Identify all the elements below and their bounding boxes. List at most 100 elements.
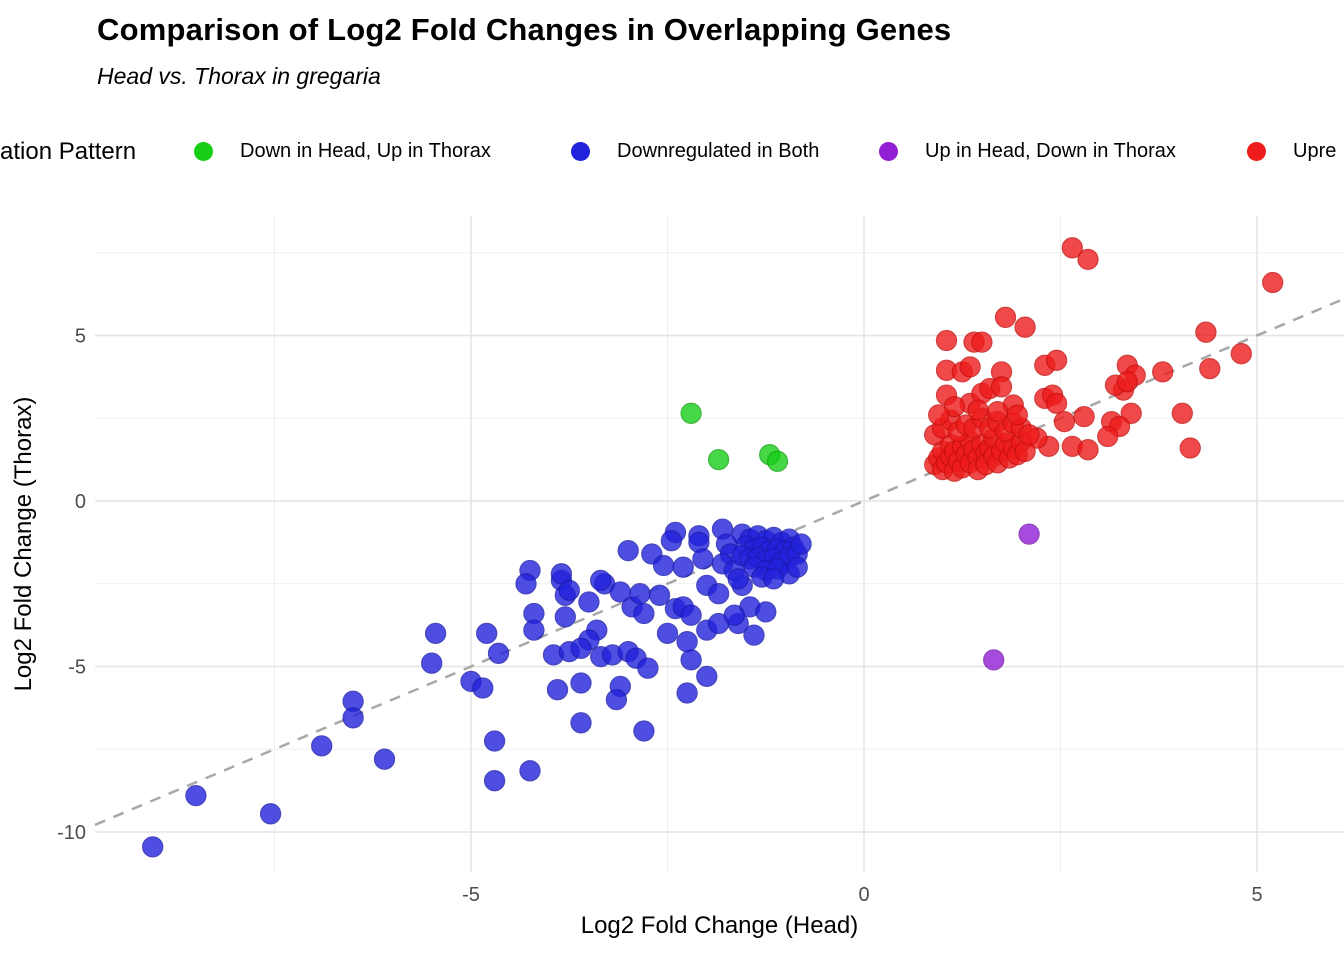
scatter-point: [1018, 523, 1040, 545]
scatter-point: [1053, 410, 1076, 433]
scatter-point: [652, 554, 675, 577]
scatter-point: [483, 770, 506, 792]
scatter-point: [554, 606, 576, 628]
legend-item-label: Downregulated in Both: [617, 140, 820, 162]
legend-swatch-icon: [1247, 142, 1266, 161]
scatter-point: [971, 331, 993, 353]
scatter-point: [1018, 424, 1040, 446]
scatter-point: [483, 730, 506, 752]
scatter-point: [609, 581, 631, 603]
scatter-point: [680, 402, 702, 424]
scatter-point: [660, 530, 683, 552]
scatter-point: [762, 568, 785, 590]
x-axis-title: Log2 Fold Change (Head): [580, 912, 859, 939]
scatter-point: [570, 712, 592, 734]
scatter-point: [1006, 404, 1028, 426]
legend-swatch-icon: [879, 142, 898, 161]
scatter-point: [558, 579, 580, 602]
tick-label: -5: [68, 657, 86, 679]
scatter-point: [935, 329, 958, 352]
scatter-point: [1152, 361, 1174, 383]
legend-item-label: Upre: [1293, 140, 1337, 162]
scatter-point: [1195, 321, 1217, 343]
scatter-point: [311, 735, 333, 757]
scatter-point: [928, 404, 950, 426]
tick-label: -10: [57, 822, 86, 844]
scatter-point: [1014, 316, 1036, 338]
scatter-point: [676, 631, 698, 653]
scatter-point: [1077, 248, 1099, 271]
scatter-point: [1045, 349, 1068, 371]
scatter-point: [1077, 439, 1099, 461]
scatter-point: [1045, 392, 1068, 415]
scatter-point: [605, 688, 628, 711]
scatter-point: [1262, 271, 1284, 294]
scatter-point: [590, 569, 612, 592]
legend-item: Up in Head, Down in Thorax: [879, 140, 1176, 163]
tick-label: 5: [75, 326, 86, 348]
y-axis-title: Log2 Fold Change (Thorax): [10, 396, 37, 692]
scatter-point: [373, 748, 396, 770]
scatter-point: [959, 356, 981, 378]
scatter-point: [1061, 237, 1083, 259]
tick-label: 5: [1251, 884, 1262, 906]
scatter-point: [696, 665, 718, 688]
scatter-point: [967, 399, 989, 421]
scatter-point: [986, 400, 1009, 423]
scatter-point: [633, 602, 655, 625]
scatter-point: [692, 548, 714, 570]
scatter-point: [617, 539, 639, 562]
scatter-point: [786, 556, 808, 578]
scatter-point: [707, 583, 730, 605]
legend-item: Downregulated in Both: [571, 140, 819, 163]
page-title: Comparison of Log2 Fold Changes in Overl…: [97, 12, 952, 47]
scatter-point: [1230, 343, 1252, 365]
scatter-point: [629, 583, 651, 605]
scatter-point: [1179, 437, 1201, 459]
scatter-point: [424, 622, 447, 645]
scatter-point: [546, 679, 569, 701]
scatter-point: [185, 784, 207, 807]
scatter-point: [743, 624, 765, 646]
scatter-point: [1097, 425, 1119, 448]
scatter-point: [1199, 357, 1221, 380]
scatter-point: [1171, 402, 1193, 424]
scatter-point: [1116, 371, 1138, 393]
scatter-point: [421, 652, 443, 674]
page-subtitle: Head vs. Thorax in gregaria: [97, 63, 381, 89]
scatter-point: [680, 649, 702, 671]
scatter-point: [570, 672, 592, 694]
scatter-point: [472, 677, 494, 699]
scatter-point: [142, 836, 164, 858]
scatter-point: [259, 803, 282, 825]
scatter-point: [523, 619, 545, 641]
legend-item: Down in Head, Up in Thorax: [194, 140, 491, 163]
scatter-point: [515, 573, 537, 595]
scatter-point: [648, 584, 671, 606]
scatter-point: [637, 657, 659, 679]
scatter-point: [766, 450, 789, 472]
scatter-point: [994, 306, 1017, 328]
legend-item-label: Up in Head, Down in Thorax: [925, 140, 1176, 162]
scatter-point: [476, 622, 498, 645]
scatter-point: [519, 760, 541, 782]
scatter-point: [342, 707, 364, 729]
legend-swatch-icon: [571, 142, 590, 161]
scatter-point: [680, 604, 702, 626]
tick-label: 0: [858, 884, 869, 906]
scatter-point: [676, 682, 698, 704]
legend-item: Upre: [1247, 140, 1336, 163]
scatter-point: [723, 604, 745, 626]
scatter-point: [727, 568, 749, 590]
scatter-point: [578, 591, 600, 613]
scatter-point: [755, 601, 777, 623]
scatter-point: [790, 533, 812, 555]
scatter-point: [1073, 405, 1095, 428]
scatter-point: [656, 622, 679, 645]
scatter-point: [487, 642, 510, 664]
legend-item-label: Down in Head, Up in Thorax: [240, 140, 491, 162]
scatter-point: [707, 448, 730, 471]
scatter-point: [570, 637, 592, 659]
scatter-point: [633, 720, 655, 742]
